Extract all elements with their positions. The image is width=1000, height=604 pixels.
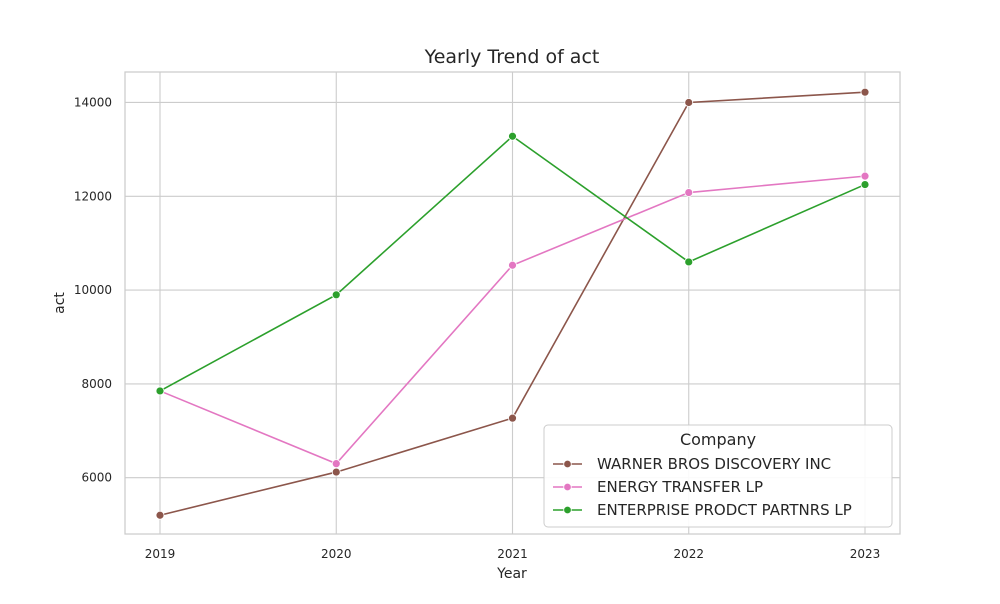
data-point: [508, 413, 517, 423]
y-tick-label: 10000: [74, 283, 112, 297]
data-point: [331, 290, 341, 300]
data-point: [860, 180, 870, 189]
data-point: [860, 87, 870, 97]
data-point: [508, 131, 517, 141]
data-point: [331, 459, 341, 469]
data-point: [684, 257, 694, 267]
data-point: [331, 467, 341, 477]
legend-label: ENTERPRISE PRODCT PARTNRS LP: [597, 501, 852, 519]
legend-items: WARNER BROS DISCOVERY INC ENERGY TRANSFER…: [553, 455, 852, 519]
y-axis-label: act: [52, 292, 68, 314]
x-tick-label: 2021: [497, 547, 528, 561]
y-tick-label: 8000: [81, 377, 112, 391]
x-axis-label: Year: [496, 566, 527, 582]
series-lines: [155, 87, 870, 520]
data-point: [684, 98, 694, 107]
y-tick-label: 6000: [81, 471, 112, 485]
legend-box: [543, 424, 893, 528]
y-tick-labels: 6000 8000 10000 12000 14000: [74, 95, 112, 484]
y-tick-label: 14000: [74, 95, 112, 109]
plot-area-frame: [124, 71, 901, 535]
y-tick-label: 12000: [74, 189, 112, 203]
x-tick-label: 2023: [850, 547, 881, 561]
x-tick-label: 2020: [321, 547, 352, 561]
legend: Company WARNER BROS DISCOVERY INC ENERGY …: [543, 424, 893, 528]
data-point: [860, 171, 870, 181]
data-point: [155, 510, 165, 520]
grid: [125, 72, 900, 534]
x-tick-label: 2019: [145, 547, 176, 561]
chart-title: Yearly Trend of act: [424, 46, 600, 68]
legend-title: Company: [680, 430, 756, 449]
legend-swatch-marker: [563, 482, 572, 492]
legend-label: ENERGY TRANSFER LP: [597, 478, 763, 496]
legend-swatch-marker: [563, 459, 572, 469]
data-point: [508, 260, 517, 270]
legend-label: WARNER BROS DISCOVERY INC: [597, 455, 831, 473]
data-point: [155, 386, 165, 396]
x-tick-labels: 2019 2020 2021 2022 2023: [145, 547, 881, 561]
legend-swatch-marker: [563, 505, 572, 515]
data-point: [684, 188, 694, 197]
x-tick-label: 2022: [673, 547, 704, 561]
